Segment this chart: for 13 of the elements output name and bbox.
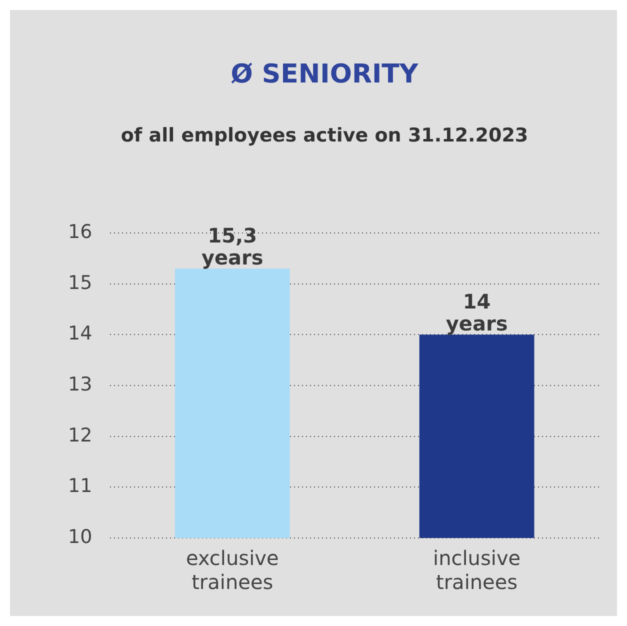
data-label: 14 years [446, 290, 508, 336]
y-tick-label: 15 [68, 272, 92, 294]
x-tick-label: inclusive trainees [433, 546, 521, 594]
y-tick-label: 14 [68, 322, 92, 345]
chart-subtitle: of all employees active on 31.12.2023 [120, 124, 528, 147]
chart-title: Ø SENIORITY [230, 59, 420, 90]
x-tick-label: exclusive trainees [186, 546, 279, 594]
data-label: 15,3 years [201, 224, 264, 270]
y-tick-label: 10 [68, 526, 92, 548]
y-tick-label: 16 [68, 220, 92, 243]
y-tick-label: 11 [68, 475, 92, 498]
y-tick-label: 13 [68, 373, 92, 396]
y-tick-label: 12 [68, 424, 92, 446]
